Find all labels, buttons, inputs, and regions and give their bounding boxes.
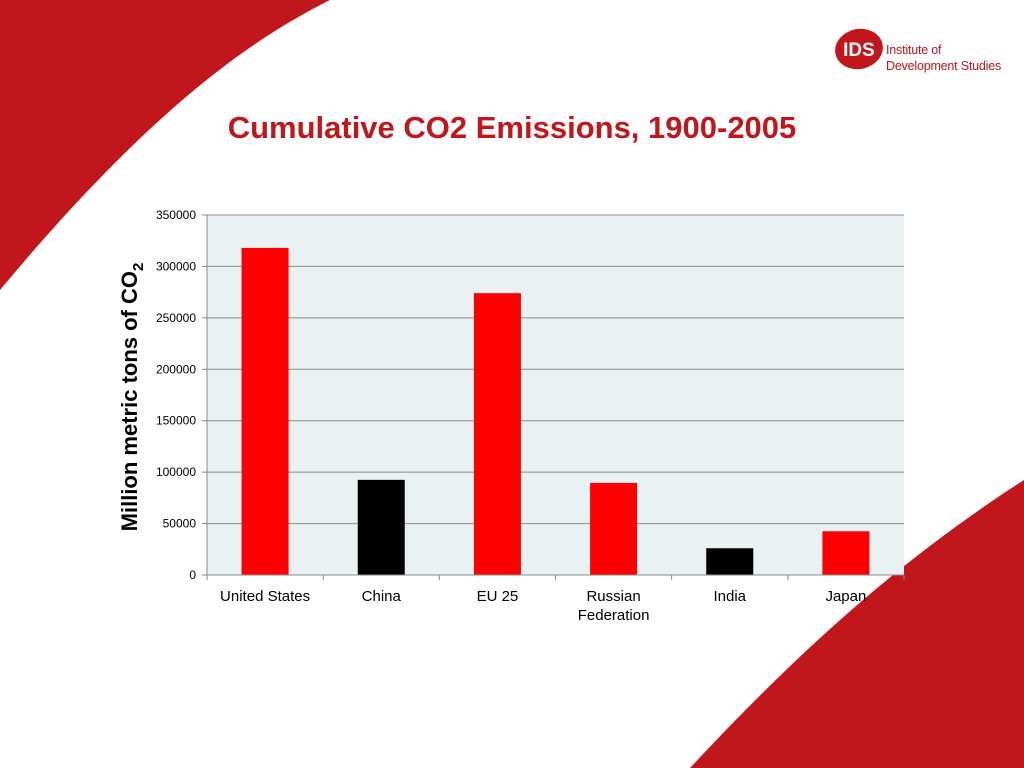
logo-line-institute: Institute of bbox=[886, 43, 942, 57]
y-tick-label: 150000 bbox=[156, 414, 196, 428]
x-category-label: China bbox=[362, 588, 402, 605]
top-left-swoosh bbox=[0, 0, 330, 290]
y-tick-label: 100000 bbox=[156, 465, 196, 479]
x-category-label: EU 25 bbox=[477, 588, 519, 605]
plot-area bbox=[207, 215, 904, 575]
y-tick-label: 300000 bbox=[156, 259, 196, 273]
axes bbox=[202, 214, 905, 580]
x-category-label-line: United States bbox=[220, 588, 310, 605]
x-category-label-line: India bbox=[713, 588, 746, 605]
logo-line-development-studies: Development Studies bbox=[886, 59, 1002, 73]
bar-japan bbox=[822, 531, 870, 575]
y-axis-label-main: Million metric tons of CO bbox=[117, 271, 142, 531]
x-category-label-line: China bbox=[362, 588, 402, 605]
ids-logo-mark: IDS bbox=[835, 28, 883, 70]
y-tick-label: 50000 bbox=[163, 517, 197, 531]
bar-india bbox=[706, 548, 754, 575]
y-tick-labels: 0 50000 100000 150000 200000 250000 300000 3500… bbox=[156, 208, 196, 582]
ids-logo: IDS Institute of Development Studies bbox=[834, 26, 1004, 78]
y-tick-label: 200000 bbox=[156, 362, 196, 376]
x-category-label-line: Japan bbox=[825, 588, 866, 605]
y-tick-label: 350000 bbox=[156, 208, 196, 222]
x-category-label-line: EU 25 bbox=[477, 588, 519, 605]
bottom-right-swoosh bbox=[690, 480, 1024, 768]
bar-russian-federation bbox=[590, 482, 638, 575]
x-category-label: India bbox=[713, 588, 746, 605]
x-category-labels: United States China EU 25 Russian Federation… bbox=[220, 588, 866, 624]
x-category-label: Japan bbox=[825, 588, 866, 605]
bar-eu-25 bbox=[473, 293, 521, 575]
gridlines bbox=[207, 214, 904, 525]
x-category-label-line: Russian bbox=[586, 588, 640, 605]
x-category-label-line: Federation bbox=[578, 607, 650, 624]
x-category-label: Russian Federation bbox=[578, 588, 650, 624]
slide-title: Cumulative CO2 Emissions, 1900-2005 bbox=[227, 110, 797, 145]
x-category-label: United States bbox=[220, 588, 310, 605]
ids-logo-mark-text: IDS bbox=[843, 40, 875, 61]
y-tick-label: 250000 bbox=[156, 311, 196, 325]
bars bbox=[241, 247, 870, 575]
y-axis-label-subscript: 2 bbox=[130, 263, 147, 271]
y-tick-label: 0 bbox=[189, 568, 196, 582]
bar-china bbox=[357, 479, 405, 575]
y-axis-label: Million metric tons of CO2 bbox=[117, 263, 147, 532]
bar-united-states bbox=[241, 247, 289, 575]
